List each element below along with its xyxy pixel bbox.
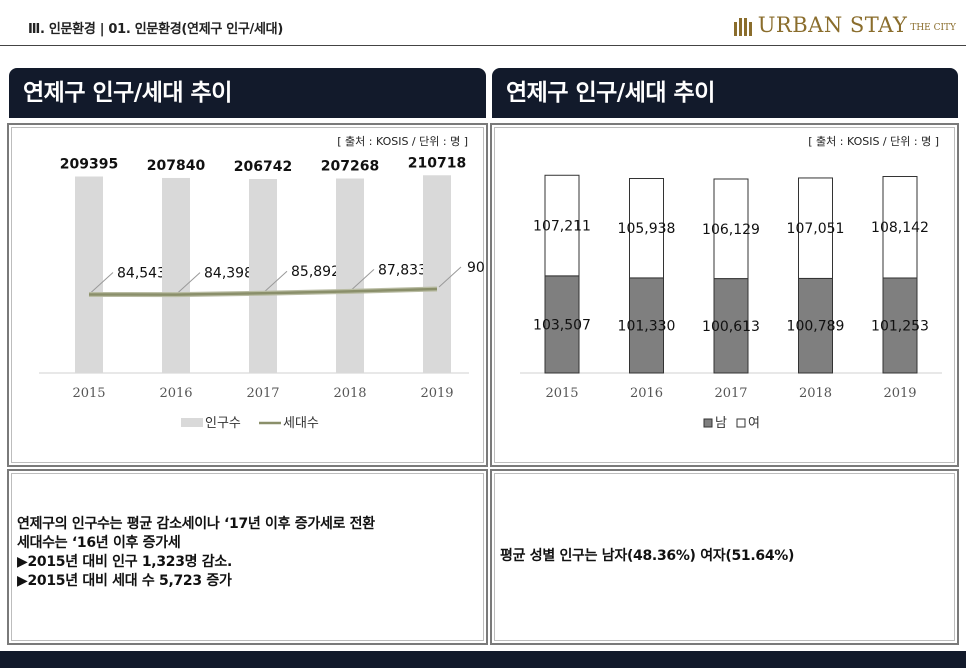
household-value-label: 85,892 [291,264,340,280]
female-bar-segment [629,178,664,279]
female-bar-segment [798,177,833,279]
male-value-label: 101,330 [618,318,676,334]
male-value-label: 100,789 [787,319,845,335]
x-tick-label: 2019 [883,386,916,401]
male-value-label: 101,253 [871,318,929,334]
x-tick-label: 2017 [714,386,747,401]
x-tick-label: 2015 [545,386,578,401]
household-label-leader [351,268,375,290]
household-label-leader [90,272,114,293]
household-value-label: 84,398 [204,266,253,282]
population-value-label: 207268 [321,159,379,175]
breadcrumb: Ⅲ. 인문환경 | 01. 인문환경(연제구 인구/세대) [28,22,283,37]
x-tick-label: 2018 [333,386,366,401]
brand-subtitle: THE CITY [910,23,956,33]
gender-chart-panel: [ 출처 : KOSIS / 단위 : 명 ] 103,507 107,211 20… [490,123,959,467]
female-bar-segment [713,178,749,280]
population-value-label: 209395 [60,157,118,173]
household-label-leader [264,270,288,292]
population-bar [336,178,364,373]
page-header: Ⅲ. 인문환경 | 01. 인문환경(연제구 인구/세대) URBAN STAY… [0,0,966,46]
chart-source-note: [ 출처 : KOSIS / 단위 : 명 ] [337,135,468,148]
legend-label-household: 세대수 [283,416,319,431]
female-value-label: 107,211 [533,219,591,235]
population-household-chart: 209395 2015 84,543 207840 2016 84,398 206742 20… [39,155,486,431]
population-value-label: 207840 [147,158,206,174]
legend-label-population: 인구수 [205,416,241,431]
male-bar-segment [629,277,664,374]
population-bar [162,177,190,373]
population-summary-text: 연제구의 인구수는 평균 감소세이나 ‘17년 이후 증가세로 전환 세대수는 … [17,515,375,591]
header-divider [0,45,966,46]
gender-summary-panel: 평균 성별 인구는 남자(48.36%) 여자(51.64%) [490,469,959,645]
male-bar-segment [882,277,918,374]
gender-population-chart: 103,507 107,211 2015 101,330 105,938 2016 100,… [520,174,942,431]
left-panel-title: 연제구 인구/세대 추이 [9,68,486,118]
chart-source-note: [ 출처 : KOSIS / 단위 : 명 ] [808,135,939,148]
female-value-label: 105,938 [618,221,676,237]
summary-line: 세대수는 ‘16년 이후 증가세 [17,535,181,551]
household-line [88,287,438,296]
female-bar-segment [882,176,918,279]
summary-line: ▶2015년 대비 인구 1,323명 감소. [17,554,232,570]
female-value-label: 107,051 [787,221,845,237]
right-panel-title: 연제구 인구/세대 추이 [492,68,958,118]
page-footer [0,651,966,668]
legend-swatch-male [703,418,713,428]
population-bar [75,176,103,373]
household-value-label: 84,543 [117,265,166,281]
brand-logo: URBAN STAY THE CITY [733,13,956,37]
legend-label-female: 여 [748,416,760,431]
building-icon [733,18,752,36]
x-tick-label: 2019 [420,386,453,401]
population-value-label: 210718 [408,155,466,171]
male-value-label: 103,507 [533,317,591,333]
female-value-label: 108,142 [871,220,929,236]
legend-swatch-population [181,418,203,427]
x-tick-label: 2015 [72,386,105,401]
x-tick-label: 2017 [246,386,279,401]
population-bar [249,178,277,373]
brand-name: URBAN STAY [757,13,908,37]
male-value-label: 100,613 [702,319,760,335]
female-bar-segment [544,174,580,277]
male-bar-segment [798,277,833,374]
population-summary-panel: 연제구의 인구수는 평균 감소세이나 ‘17년 이후 증가세로 전환 세대수는 … [7,469,488,645]
x-tick-label: 2018 [799,386,832,401]
male-bar-segment [713,278,749,374]
population-chart-panel: [ 출처 : KOSIS / 단위 : 명 ] 209395 2015 84,543… [7,123,488,467]
household-label-leader [438,266,462,288]
legend-label-male: 남 [715,416,727,431]
population-bar [423,175,451,373]
x-tick-label: 2016 [630,386,663,401]
household-value-label: 87,833 [378,262,427,278]
female-value-label: 106,129 [702,222,760,238]
x-tick-label: 2016 [159,386,192,401]
population-value-label: 206742 [234,159,292,175]
gender-summary-text: 평균 성별 인구는 남자(48.36%) 여자(51.64%) [500,548,795,564]
male-bar-segment [544,275,580,374]
household-value-label: 90,266 [467,260,486,276]
summary-line: ▶2015년 대비 세대 수 5,723 증가 [17,573,232,589]
summary-line: 연제구의 인구수는 평균 감소세이나 ‘17년 이후 증가세로 전환 [17,516,375,532]
legend-swatch-female [736,418,746,428]
household-label-leader [177,272,201,293]
